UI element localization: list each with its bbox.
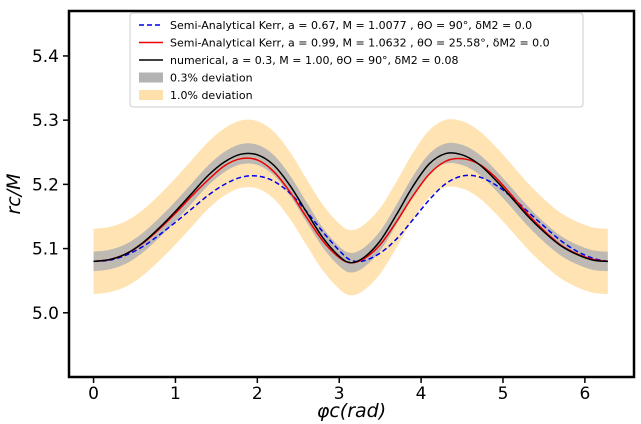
series-line [93,174,608,263]
x-tick-label: 3 [334,384,345,404]
y-tick-label: 5.0 [32,304,59,324]
x-tick-label: 2 [252,384,263,404]
legend-box [129,12,584,108]
legend-entry: 0.3% deviation [170,72,253,85]
x-tick-label: 4 [416,384,427,404]
legend-entry: 1.0% deviation [170,89,253,102]
legend-swatch [139,72,163,83]
x-tick-label: 0 [88,384,99,404]
x-tick-label: 5 [498,384,509,404]
legend-swatch [139,90,163,100]
legend-entry: numerical, a = 0.3, M = 1.00, θO = 90°, … [170,54,458,67]
series-line [93,152,608,264]
x-axis-label: φc(rad) [317,400,386,422]
y-axis-label: rc/M [3,173,25,214]
x-tick-label: 6 [579,384,590,404]
y-tick-label: 5.3 [32,111,59,131]
x-tick-label: 1 [170,384,181,404]
legend-entry: Semi-Analytical Kerr, a = 0.99, M = 1.06… [170,37,550,50]
y-tick-label: 5.4 [32,47,59,67]
y-tick-label: 5.1 [32,240,59,260]
y-tick-label: 5.2 [32,175,59,195]
series-lines [93,152,608,264]
axis-ticks: 0 1 2 3 4 5 6 5.0 5.1 5.2 5.3 5.4 [32,47,590,404]
plot-frame [67,9,636,379]
legend: Semi-Analytical Kerr, a = 0.67, M = 1.00… [129,12,584,108]
legend-entry: Semi-Analytical Kerr, a = 0.67, M = 1.00… [170,19,532,32]
